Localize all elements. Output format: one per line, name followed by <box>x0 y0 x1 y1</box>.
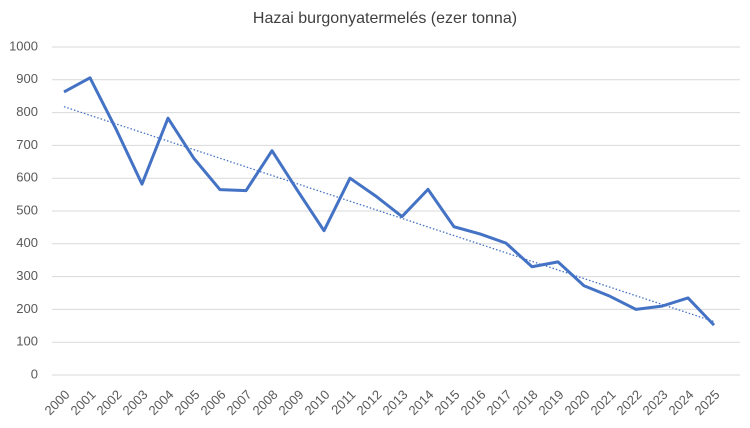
x-tick-label: 2019 <box>535 387 566 418</box>
y-tick-label: 600 <box>16 170 38 185</box>
x-tick-label: 2008 <box>249 387 280 418</box>
x-tick-label: 2017 <box>483 387 514 418</box>
x-tick-label: 2004 <box>145 387 176 418</box>
x-tick-label: 2015 <box>431 387 462 418</box>
x-tick-label: 2013 <box>379 387 410 418</box>
x-tick-label: 2000 <box>41 387 72 418</box>
y-tick-label: 700 <box>16 137 38 152</box>
data-line <box>63 76 716 327</box>
y-tick-label: 100 <box>16 334 38 349</box>
trend-line <box>63 106 715 323</box>
y-tick-label: 800 <box>16 104 38 119</box>
y-tick-label: 0 <box>31 366 38 381</box>
x-tick-label: 2020 <box>561 387 592 418</box>
x-tick-label: 2023 <box>639 387 670 418</box>
y-tick-label: 200 <box>16 301 38 316</box>
x-tick-label: 2010 <box>301 387 332 418</box>
x-tick-label: 2024 <box>665 387 696 418</box>
x-tick-label: 2012 <box>353 387 384 418</box>
x-tick-label: 2002 <box>93 387 124 418</box>
y-tick-label: 300 <box>16 268 38 283</box>
x-tick-label: 2025 <box>691 387 722 418</box>
y-tick-label: 500 <box>16 202 38 217</box>
y-tick-label: 400 <box>16 235 38 250</box>
x-tick-label: 2018 <box>509 387 540 418</box>
x-tick-label: 2011 <box>328 387 358 417</box>
chart-title: Hazai burgonyatermelés (ezer tonna) <box>253 10 517 27</box>
x-tick-label: 2009 <box>275 387 306 418</box>
x-tick-label: 2007 <box>223 387 254 418</box>
x-tick-label: 2001 <box>67 387 98 418</box>
x-tick-label: 2005 <box>171 387 202 418</box>
y-tick-label: 1000 <box>9 38 38 53</box>
y-tick-label: 900 <box>16 71 38 86</box>
x-tick-label: 2006 <box>197 387 228 418</box>
x-tick-label: 2021 <box>587 387 618 418</box>
x-tick-label: 2016 <box>457 387 488 418</box>
x-tick-label: 2022 <box>613 387 644 418</box>
x-tick-label: 2003 <box>119 387 150 418</box>
x-tick-label: 2014 <box>405 387 436 418</box>
